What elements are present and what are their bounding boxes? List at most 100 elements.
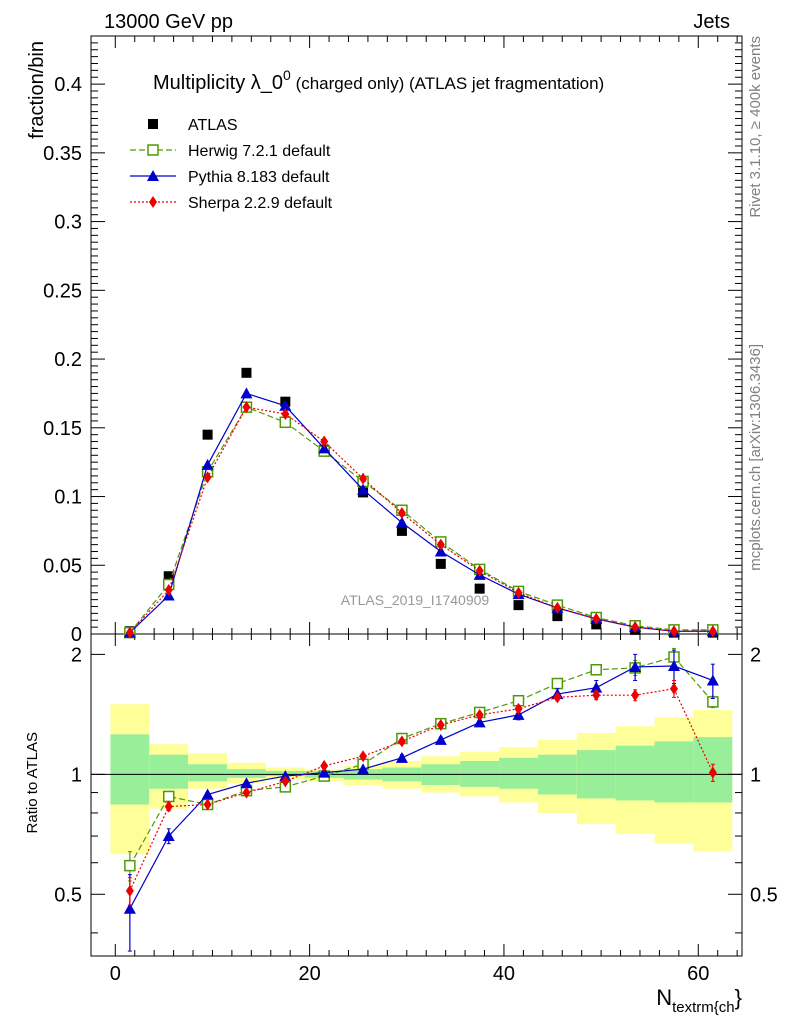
sherpa-ratio-point [592, 689, 601, 702]
sherpa-ratio-point [242, 786, 251, 799]
sherpa-ratio-point [281, 775, 290, 788]
legend-label-atlas: ATLAS [188, 117, 238, 134]
sherpa-ratio-point [125, 884, 134, 897]
sherpa-main-line [129, 406, 713, 634]
band-inner-bin [615, 745, 655, 801]
ratio-y-tick-label-right: 2 [750, 644, 761, 666]
sherpa-ratio-point [436, 718, 445, 731]
x-label-sub: textrm{ch [672, 999, 735, 1016]
sherpa-ratio-point [475, 708, 484, 721]
sherpa-main-point [203, 471, 212, 484]
ratio-y-tick-label: 1 [71, 764, 82, 786]
sherpa-main-point [242, 401, 251, 414]
ratio-y-tick-label: 0.5 [54, 884, 82, 906]
atlas-main-point [513, 600, 524, 611]
x-tick-labels: 0 20 40 60 [110, 963, 710, 985]
atlas-main-point [396, 525, 407, 536]
main-y-tick-labels: 0 0.05 0.1 0.15 0.2 0.25 0.3 0.35 0.4 [43, 74, 82, 646]
main-y-axis-label: fraction/bin [26, 41, 48, 139]
x-tick-label: 0 [110, 963, 121, 985]
sherpa-ratio-point [553, 691, 562, 704]
ratio-y-tick-label-right: 0.5 [750, 884, 778, 906]
band-inner-bin [110, 734, 150, 805]
sherpa-ratio-line [129, 688, 714, 892]
pythia-ratio-point [473, 716, 486, 728]
sherpa-main-point [708, 625, 717, 638]
sherpa-main-point [397, 507, 406, 520]
x-tick-label: 60 [687, 963, 709, 985]
pythia-ratio-point [395, 751, 408, 763]
sherpa-main-point [164, 584, 173, 597]
pythia-main-point [357, 483, 370, 495]
legend-label-herwig: Herwig 7.2.1 default [188, 143, 331, 160]
sherpa-main-point [281, 408, 290, 421]
sherpa-ratio-point [359, 750, 368, 763]
main-y-tick-label: 0.15 [43, 418, 82, 440]
legend-marker-pythia [147, 170, 159, 181]
sherpa-main-point [320, 435, 329, 448]
main-y-tick-label: 0.3 [54, 212, 82, 234]
sherpa-main-point [592, 612, 601, 625]
main-series-group [123, 367, 719, 639]
main-y-tick-label: 0.25 [43, 280, 82, 302]
sherpa-main-point [514, 586, 523, 599]
title-main: Multiplicity λ_0 [153, 72, 283, 94]
band-inner-bin [227, 769, 266, 778]
band-inner-bin [654, 741, 694, 803]
atlas-main-point [163, 571, 174, 582]
plot-title: Multiplicity λ_00 (charged only) (ATLAS … [153, 67, 604, 94]
pythia-ratio-point [123, 902, 136, 914]
sherpa-ratio-point [669, 682, 678, 695]
analysis-group-label: Jets [693, 11, 730, 33]
title-rest: (charged only) (ATLAS jet fragmentation) [291, 74, 604, 93]
x-tick-label: 20 [298, 963, 320, 985]
legend: ATLAS Herwig 7.2.1 default Pythia 8.183 de… [130, 117, 333, 212]
herwig-ratio-point [590, 664, 603, 676]
collision-label: 13000 GeV pp [104, 11, 233, 33]
legend-label-pythia: Pythia 8.183 default [188, 169, 330, 186]
sherpa-main-point [436, 538, 445, 551]
mcplots-label: mcplots.cern.ch [arXiv:1306.3436] [747, 344, 764, 571]
pythia-ratio-point [162, 830, 175, 842]
sherpa-ratio-point [397, 735, 406, 748]
sherpa-ratio-point [514, 702, 523, 715]
pythia-ratio-point [706, 674, 719, 686]
legend-marker-herwig [147, 144, 159, 156]
rivet-label: Rivet 3.1.10, ≥ 400k events [747, 36, 764, 218]
ratio-series-group [123, 647, 719, 952]
pythia-main-point [279, 399, 292, 411]
pythia-ratio-point [357, 763, 370, 775]
pythia-ratio-point [201, 788, 214, 800]
pythia-ratio-line [129, 665, 714, 909]
main-y-tick-label: 0.4 [54, 74, 82, 96]
pythia-main-point [434, 545, 447, 557]
atlas-main-point [241, 367, 252, 378]
pythia-main-point [201, 458, 214, 470]
sherpa-main-point [125, 626, 134, 639]
sherpa-ratio-point [164, 800, 173, 813]
ratio-y-tick-labels: 0.5 0.5 1 1 2 2 [54, 644, 778, 906]
ratio-panel-frame [90, 633, 743, 957]
pythia-ratio-point [667, 660, 680, 672]
ratio-y-tick-label-right: 1 [750, 764, 761, 786]
title-superscript: 0 [283, 67, 291, 83]
sherpa-main-point [475, 564, 484, 577]
sherpa-main-point [631, 621, 640, 634]
sherpa-ratio-point [320, 759, 329, 772]
pythia-ratio-point [629, 660, 642, 672]
analysis-watermark: ATLAS_2019_I1740909 [341, 592, 490, 608]
pythia-main-point [318, 442, 331, 454]
pythia-ratio-point [318, 766, 331, 778]
pythia-main-point [240, 387, 253, 399]
sherpa-main-point [553, 601, 562, 614]
main-y-tick-label: 0 [71, 624, 82, 646]
herwig-ratio-point [162, 790, 175, 803]
sherpa-main-point [669, 625, 678, 638]
ratio-y-tick-label: 2 [71, 644, 82, 666]
herwig-main-line [129, 406, 713, 634]
legend-marker-sherpa [149, 196, 157, 208]
sherpa-ratio-point [708, 766, 717, 779]
band-inner-bin [188, 764, 228, 782]
main-y-tick-label: 0.35 [43, 143, 82, 165]
sherpa-ratio-point [631, 689, 640, 702]
